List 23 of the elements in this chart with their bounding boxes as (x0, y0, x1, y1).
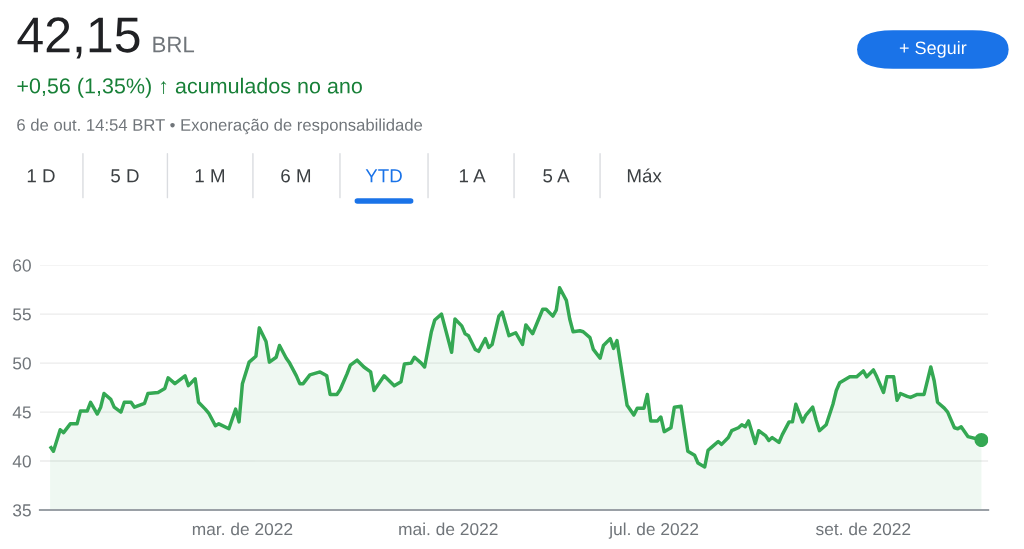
y-tick-label: 40 (12, 455, 31, 468)
x-tick-label: set. de 2022 (816, 522, 911, 536)
chart-title: 42,15 (17, 17, 140, 59)
y-tick-label: 55 (12, 308, 31, 321)
text: 6 de out. 14:54 BRT • Exoneração de responsabilidade (17, 118, 423, 135)
text: 1 M (195, 169, 225, 183)
text: 5 D (111, 169, 139, 183)
x-tick-label: jul. de 2022 (608, 522, 699, 539)
y-tick-label: 45 (12, 406, 31, 419)
x-tick-label: mar. de 2022 (192, 522, 293, 536)
text: 6 M (281, 169, 311, 183)
text: 1 D (27, 169, 55, 183)
y-tick-label: 50 (12, 357, 31, 370)
text: 1 A (459, 169, 486, 183)
chart-subtitle: BRL (153, 36, 195, 53)
text: Máx (627, 168, 662, 183)
y-tick-label: 60 (13, 259, 31, 272)
text: 5 A (543, 169, 570, 183)
x-tick-label: mai. de 2022 (399, 522, 498, 536)
text: YTD (365, 169, 402, 183)
text: +0,56 (1,35%) ↑ acumulados no ano (17, 77, 362, 98)
y-tick-label: 35 (12, 504, 31, 517)
text: + Seguir (899, 40, 967, 58)
